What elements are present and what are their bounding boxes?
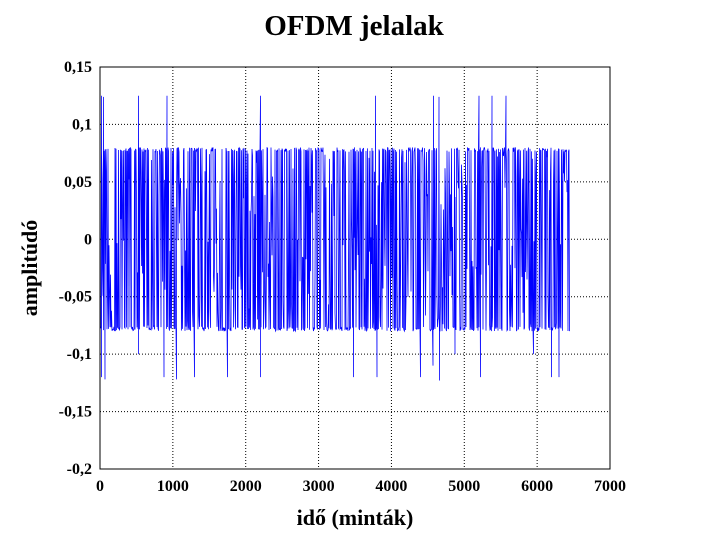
y-tick-label: 0,1	[72, 116, 92, 133]
chart-title: OFDM jelalak	[264, 10, 444, 42]
y-tick-label: -0,2	[67, 461, 92, 478]
y-axis-label: amplitúdó	[17, 220, 42, 317]
x-axis-label: idő (minták)	[297, 505, 414, 530]
x-tick-label: 7000	[594, 478, 626, 495]
y-tick-label: 0	[84, 231, 92, 248]
x-tick-label: 1000	[157, 478, 189, 495]
x-tick-label: 2000	[230, 478, 262, 495]
x-tick-label: 0	[96, 478, 104, 495]
y-tick-label: 0,15	[64, 59, 92, 76]
x-tick-label: 6000	[521, 478, 553, 495]
signal-line	[99, 95, 570, 381]
y-tick-label: -0,05	[59, 289, 92, 306]
plot-frame	[99, 66, 611, 470]
x-tick-label: 5000	[448, 478, 480, 495]
x-tick-label: 4000	[375, 478, 407, 495]
signal-series	[99, 95, 570, 381]
y-tick-label: -0,1	[67, 346, 92, 363]
y-tick-labels: 0,15 0,1 0,05 0 -0,05 -0,1 -0,15 -0,2	[59, 59, 92, 478]
y-tick-label: 0,05	[64, 174, 92, 191]
x-tick-label: 3000	[303, 478, 335, 495]
y-tick-label: -0,15	[59, 404, 92, 421]
x-tick-labels: 0 1000 2000 3000 4000 5000 6000 7000	[96, 478, 626, 495]
